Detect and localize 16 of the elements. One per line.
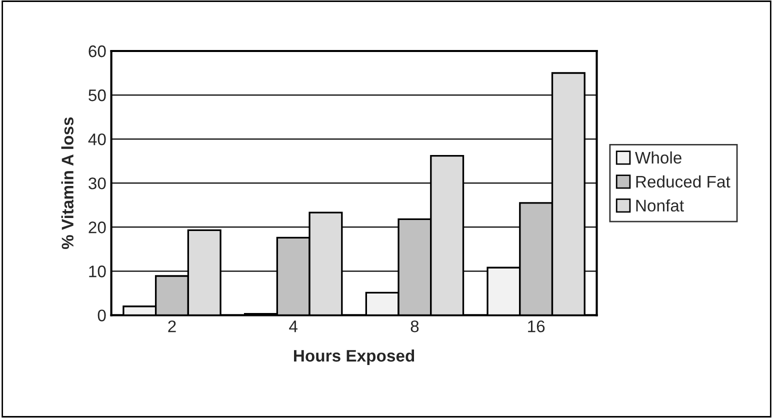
y-tick-label: 40 xyxy=(88,133,106,146)
y-axis-title: % Vitamin A loss xyxy=(61,117,74,250)
x-axis-title: Hours Exposed xyxy=(294,349,414,365)
legend-label: Reduced Fat xyxy=(636,175,730,188)
x-tick-label: 8 xyxy=(410,320,419,332)
y-tick-label: 60 xyxy=(88,45,106,58)
legend-label: Whole xyxy=(635,151,682,164)
y-tick-label: 50 xyxy=(88,89,106,102)
y-tick-label: 0 xyxy=(98,310,106,322)
y-tick-label: 10 xyxy=(89,266,106,278)
legend-label: Nonfat xyxy=(636,199,684,212)
x-tick-label: 2 xyxy=(168,320,176,332)
y-tick-label: 20 xyxy=(88,222,106,234)
x-tick-label: 4 xyxy=(289,320,298,332)
y-tick-label: 30 xyxy=(88,177,106,190)
x-tick-label: 16 xyxy=(528,320,545,332)
